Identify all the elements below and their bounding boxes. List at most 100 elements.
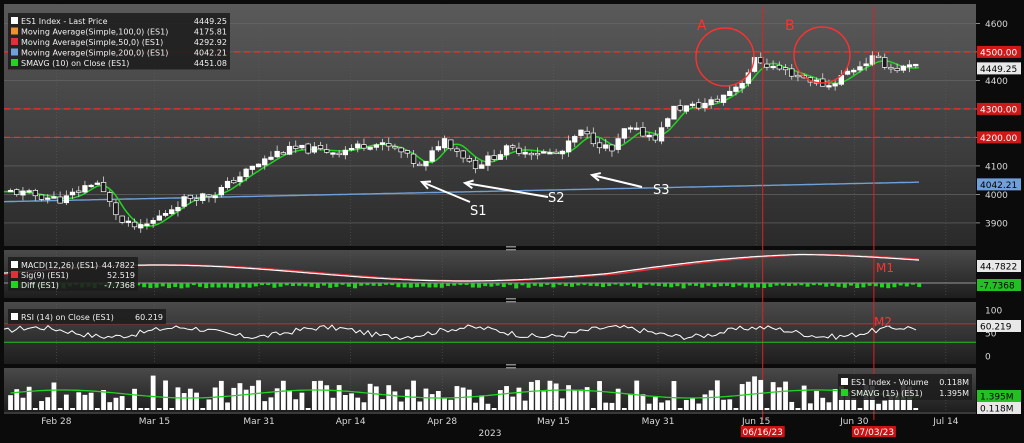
candle-body [634,127,640,130]
candle-body [528,152,534,156]
candle-body [485,155,491,166]
macd-panel-bg [4,250,976,298]
candle-body [218,186,224,196]
volume-bar [553,383,559,410]
macd-diff-bar [384,283,388,285]
macd-diff-bar [204,283,209,289]
candle-body [355,143,361,149]
candle-body [274,150,280,158]
candle-body [702,102,708,109]
volume-bar [101,390,106,410]
candle-body [534,153,541,156]
volume-bar [107,402,113,410]
macd-diff-bar [842,283,847,288]
candle-body [206,194,212,197]
volume-bar [386,385,392,410]
volume-bar [243,389,249,410]
tag-4300: 4300.00 [980,105,1017,115]
rsi-tick-label: 0 [985,353,991,363]
macd-diff-bar [340,283,345,285]
macd-diff-bar [694,283,698,286]
candle-body [826,85,832,88]
volume-bar [237,383,243,410]
candle-body [342,149,348,156]
macd-diff-bar [799,283,804,286]
volume-bar [590,408,596,410]
volume-bar [646,403,652,410]
volume-bar [39,401,44,410]
macd-legend-swatch [11,271,18,278]
candle-body [181,196,187,207]
macd-diff-bar [607,283,612,287]
volume-bar [274,388,280,410]
tag-ma200-bg [977,178,1021,191]
candle-body [906,64,913,68]
macd-diff-bar [532,283,537,286]
volume-bar [572,389,578,410]
candle-body [45,197,51,200]
candle-body [460,150,466,159]
price-legend-box [8,13,230,70]
candle-body [454,148,460,152]
candle-body [417,163,423,167]
volume-bar [702,394,708,410]
price-legend-label: Moving Average(Simple,200,0) (ES1) [21,49,168,58]
volume-bar [280,380,286,410]
candle-body [733,86,739,92]
candle-body [466,158,472,162]
volume-bar [175,387,181,410]
macd-diff-bar [390,283,395,286]
volume-bar [287,390,292,410]
tag-rsi: 60.219 [980,323,1012,333]
chart-annotations: S1 S2 S3 A B [419,18,851,219]
volume-bar [795,408,801,410]
macd-diff-bar [396,283,401,288]
macd-diff-bar [904,283,909,287]
y-tick-label: 4600 [985,20,1008,30]
price-legend-value: 4449.25 [194,17,227,26]
volume-bar [547,380,553,410]
candle-body [832,83,838,87]
candle-body [138,224,144,229]
macd-diff-bar [656,283,661,287]
candle-body [497,154,503,160]
macd-diff-bar [495,283,500,286]
candle-body [224,180,231,189]
macd-diff-bar [650,283,655,286]
tag-last-price: 4449.25 [980,65,1017,75]
candle-body [795,74,801,78]
arrow-head [419,180,432,190]
candle-body [479,164,485,169]
candle-body [503,145,510,156]
circle-b [793,26,851,84]
volume-bar [535,380,540,410]
candle-body [472,159,479,170]
price-legend-label: Moving Average(Simple,100,0) (ES1) [21,28,168,37]
candle-body [51,196,57,199]
candle-body [671,105,677,120]
macd-diff-bar [811,283,816,286]
candle-body [627,127,634,130]
volume-legend-swatch [841,378,848,385]
volume-bar [324,385,330,410]
candle-body [609,144,615,152]
macd-legend-box [8,257,138,291]
macd-diff-bar [464,283,469,286]
macd-diff-bar [235,283,240,289]
macd-line [3,253,920,282]
volume-bar [764,408,770,410]
volume-bar [807,403,813,410]
rsi-legend-box [8,309,166,324]
volume-bar [218,380,224,410]
volume-bar [94,408,100,410]
tag-macd: 44.7822 [980,263,1017,273]
macd-diff-bar [458,283,463,285]
volume-bar [380,399,385,410]
tag-4500-bg [977,45,1021,58]
macd-legend-label: MACD(12,26) (ES1) [21,261,98,270]
macd-diff-bar [160,283,165,287]
panel-splitters[interactable] [506,246,516,369]
macd-diff-bar [539,283,543,287]
volume-bar [32,408,38,410]
